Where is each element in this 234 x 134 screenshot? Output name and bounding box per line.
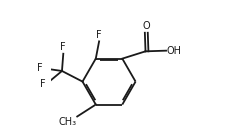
Text: CH₃: CH₃ [58,117,77,127]
Text: OH: OH [167,46,182,56]
Text: F: F [40,79,45,89]
Text: O: O [143,21,150,31]
Text: F: F [96,30,102,40]
Text: F: F [60,42,66,52]
Text: F: F [37,63,43,73]
